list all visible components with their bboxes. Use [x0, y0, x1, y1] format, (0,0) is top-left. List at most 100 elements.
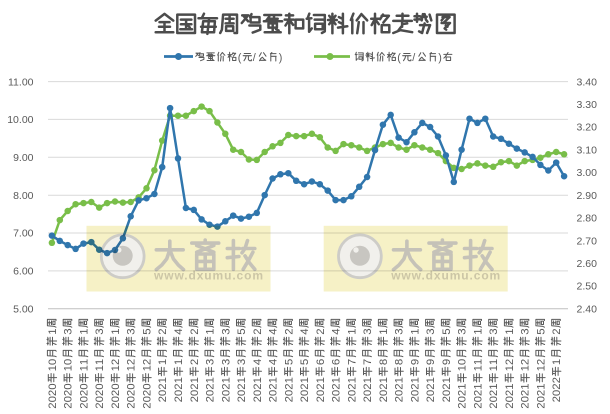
svg-text:4: 4 [252, 359, 264, 365]
svg-text:2: 2 [205, 396, 217, 402]
svg-text:1: 1 [378, 328, 390, 334]
svg-text:2: 2 [94, 402, 106, 408]
svg-text:0: 0 [394, 390, 406, 396]
svg-text:2: 2 [299, 396, 311, 402]
svg-text:2: 2 [362, 396, 374, 402]
svg-text:2.90: 2.90 [577, 190, 598, 202]
svg-text:0: 0 [488, 396, 500, 402]
svg-text:0: 0 [126, 383, 138, 389]
svg-text:1: 1 [425, 377, 437, 383]
svg-text:3.40: 3.40 [577, 76, 598, 88]
svg-text:3.20: 3.20 [577, 122, 598, 134]
svg-text:2: 2 [331, 396, 343, 402]
svg-text:3: 3 [94, 328, 106, 334]
svg-text:5: 5 [299, 359, 311, 365]
svg-text:2: 2 [331, 383, 343, 389]
svg-text:2: 2 [378, 383, 390, 389]
svg-text:7.00: 7.00 [13, 228, 34, 240]
svg-text:2: 2 [394, 383, 406, 389]
svg-text:0: 0 [47, 383, 59, 389]
svg-text:0: 0 [425, 390, 437, 396]
svg-text:1: 1 [79, 359, 91, 365]
svg-text:3: 3 [220, 328, 232, 334]
svg-text:0: 0 [79, 383, 91, 389]
svg-text:2.60: 2.60 [577, 258, 598, 270]
svg-text:0: 0 [346, 390, 358, 396]
svg-text:2: 2 [535, 359, 547, 365]
svg-text:1: 1 [283, 377, 295, 383]
svg-text:0: 0 [63, 383, 75, 389]
svg-text:1: 1 [535, 365, 547, 371]
svg-text:3: 3 [488, 328, 500, 334]
svg-text:1: 1 [457, 365, 469, 371]
svg-text:1: 1 [441, 377, 453, 383]
svg-text:7: 7 [362, 359, 374, 365]
svg-text:5.00: 5.00 [13, 303, 34, 315]
svg-text:0: 0 [79, 396, 91, 402]
svg-text:0: 0 [47, 359, 59, 365]
svg-text:1: 1 [63, 365, 75, 371]
svg-text:0: 0 [457, 359, 469, 365]
svg-text:2: 2 [252, 396, 264, 402]
svg-text:1: 1 [331, 377, 343, 383]
svg-text:2: 2 [79, 402, 91, 408]
svg-text:2: 2 [110, 390, 122, 396]
svg-text:2: 2 [110, 402, 122, 408]
svg-text:1: 1 [520, 365, 532, 371]
svg-text:0: 0 [189, 390, 201, 396]
svg-text:2: 2 [173, 396, 185, 402]
svg-text:2: 2 [394, 396, 406, 402]
svg-text:5: 5 [142, 328, 154, 334]
svg-text:2: 2 [189, 328, 201, 334]
svg-text:): ) [279, 52, 283, 64]
svg-text:1: 1 [504, 383, 516, 389]
svg-text:2: 2 [94, 390, 106, 396]
svg-text:3: 3 [457, 328, 469, 334]
svg-text:1: 1 [220, 377, 232, 383]
svg-text:2: 2 [157, 396, 169, 402]
svg-text:0: 0 [504, 396, 516, 402]
svg-text:1: 1 [142, 365, 154, 371]
svg-text:1: 1 [299, 377, 311, 383]
svg-text:1: 1 [79, 328, 91, 334]
svg-text:1: 1 [79, 365, 91, 371]
svg-text:0: 0 [362, 390, 374, 396]
svg-text:4: 4 [268, 328, 280, 334]
svg-text:1: 1 [94, 359, 106, 365]
svg-text:0: 0 [110, 396, 122, 402]
svg-text:1: 1 [252, 377, 264, 383]
svg-text:1: 1 [346, 328, 358, 334]
svg-text:2: 2 [520, 359, 532, 365]
svg-text:3: 3 [520, 328, 532, 334]
svg-text:): ) [438, 52, 442, 64]
svg-text:3: 3 [394, 328, 406, 334]
svg-text:0: 0 [331, 390, 343, 396]
svg-text:1: 1 [472, 328, 484, 334]
svg-text:2: 2 [79, 390, 91, 396]
svg-text:1: 1 [173, 359, 185, 365]
svg-text:1: 1 [472, 365, 484, 371]
svg-text:10.00: 10.00 [7, 114, 33, 126]
svg-text:1: 1 [472, 383, 484, 389]
svg-text:2: 2 [157, 328, 169, 334]
svg-text:1: 1 [47, 328, 59, 334]
svg-text:2: 2 [346, 396, 358, 402]
svg-text:2.70: 2.70 [577, 235, 598, 247]
svg-text:0: 0 [441, 390, 453, 396]
svg-text:4: 4 [331, 328, 343, 334]
svg-text:2: 2 [126, 390, 138, 396]
svg-text:3: 3 [63, 328, 75, 334]
svg-text:4: 4 [299, 328, 311, 334]
svg-text:2: 2 [409, 396, 421, 402]
svg-text:2: 2 [315, 396, 327, 402]
svg-text:1: 1 [472, 359, 484, 365]
svg-text:0: 0 [535, 396, 547, 402]
svg-text:2: 2 [425, 396, 437, 402]
svg-text:0: 0 [63, 359, 75, 365]
svg-text:2: 2 [346, 383, 358, 389]
svg-text:2.40: 2.40 [577, 303, 598, 315]
svg-text:5: 5 [236, 328, 248, 334]
svg-text:1: 1 [173, 377, 185, 383]
svg-text:3: 3 [220, 359, 232, 365]
svg-text:9: 9 [409, 359, 421, 365]
